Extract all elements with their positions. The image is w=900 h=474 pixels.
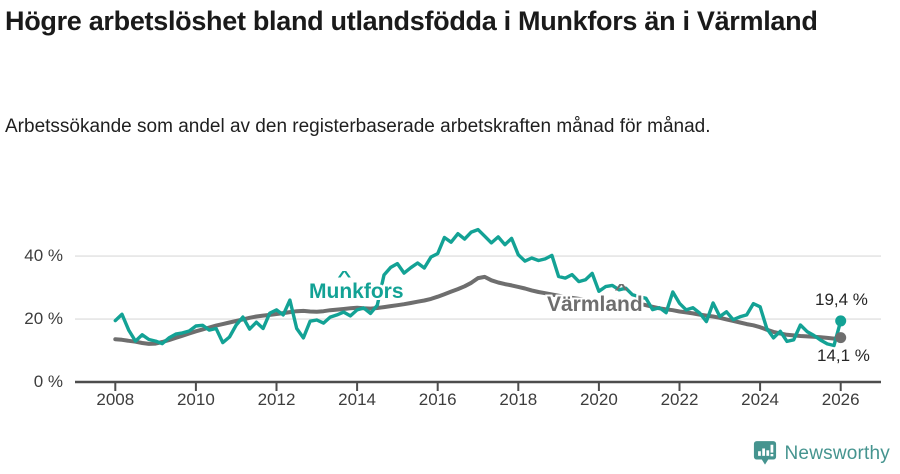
chart-title: Högre arbetslöshet bland utlandsfödda i … <box>5 6 818 36</box>
series-label-munkfors: ^ Munkfors <box>309 268 404 304</box>
x-axis-label: 2012 <box>257 390 296 409</box>
varmland-end-value: 14,1 % <box>817 346 870 365</box>
newsworthy-logo-icon <box>753 441 776 465</box>
x-axis-label: 2010 <box>176 390 215 409</box>
brand-footer: Newsworthy <box>753 440 890 468</box>
x-axis-label: 2008 <box>96 390 135 409</box>
y-axis-label: 20 % <box>24 309 63 329</box>
series-label-text: Värmland <box>547 293 643 316</box>
series-line-värmland <box>113 274 843 346</box>
x-axis-label: 2020 <box>579 390 618 409</box>
caret-up-icon: ^ <box>614 281 629 298</box>
x-axis-label: 2022 <box>660 390 699 409</box>
x-axis-label: 2014 <box>338 390 376 409</box>
end-dot-munkfors <box>835 315 847 327</box>
y-axis-label: 0 % <box>33 372 63 391</box>
caret-up-icon: ^ <box>337 268 352 285</box>
series-line-munkfors <box>113 227 843 348</box>
munkfors-end-value: 19,4 % <box>815 290 868 309</box>
x-axis-label: 2024 <box>741 390 779 409</box>
chart-subtitle: Arbetssökande som andel av den registerb… <box>5 116 711 137</box>
x-axis-label: 2016 <box>418 390 457 409</box>
series-label-text: Munkfors <box>309 280 404 303</box>
x-axis-label: 2018 <box>499 390 538 409</box>
series-label-varmland: ^ Värmland <box>547 281 643 317</box>
y-axis-label: 40 % <box>24 246 63 266</box>
end-dot-värmland <box>835 332 847 344</box>
brand-name: Newsworthy <box>784 443 890 464</box>
x-axis-label: 2026 <box>821 390 860 409</box>
